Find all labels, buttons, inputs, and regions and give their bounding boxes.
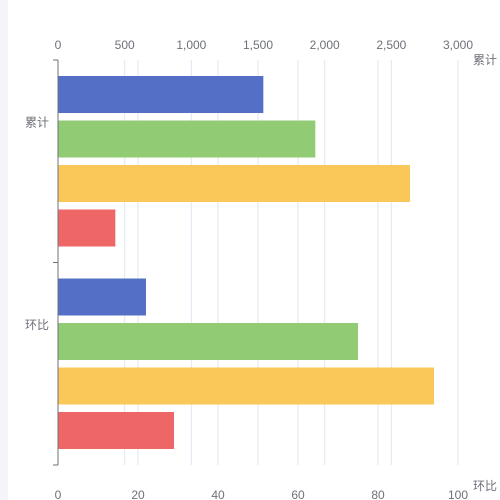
- top-axis-tick-labels: 0 500 1,000 1,500 2,000 2,500 3,000: [55, 38, 474, 52]
- bar: [58, 209, 116, 247]
- chart-panel: 0 500 1,000 1,500 2,000 2,500 3,000 0 20 40 60 80 1…: [8, 0, 500, 500]
- axes: [53, 59, 59, 466]
- top-axis-tick-label: 2,500: [376, 38, 406, 52]
- bottom-axis-tick-label: 80: [371, 488, 385, 500]
- bottom-axis-name: 环比: [473, 479, 497, 493]
- bar: [58, 120, 316, 158]
- bottom-axis-tick-label: 100: [448, 488, 468, 500]
- bar: [58, 367, 434, 405]
- bar: [58, 278, 146, 316]
- top-axis-tick-label: 3,000: [443, 38, 473, 52]
- bar: [58, 412, 174, 449]
- bar: [58, 76, 264, 113]
- top-axis-tick-label: 500: [115, 38, 135, 52]
- bottom-axis-tick-label: 60: [291, 488, 305, 500]
- bar-chart: 0 500 1,000 1,500 2,000 2,500 3,000 0 20 40 60 80 1…: [25, 38, 497, 500]
- bar: [58, 165, 410, 202]
- top-axis-name: 累计: [473, 53, 497, 67]
- bottom-axis-tick-labels: 0 20 40 60 80 100: [55, 488, 469, 500]
- bar: [58, 323, 358, 360]
- top-axis-tick-label: 1,000: [176, 38, 206, 52]
- bottom-axis-tick-label: 20: [131, 488, 145, 500]
- bars: [58, 76, 434, 449]
- category-label: 累计: [25, 115, 49, 129]
- bottom-axis-tick-label: 0: [55, 488, 62, 500]
- top-axis-tick-label: 1,500: [243, 38, 273, 52]
- top-axis-tick-label: 2,000: [310, 38, 340, 52]
- category-label: 环比: [25, 318, 49, 332]
- top-axis-tick-label: 0: [55, 38, 62, 52]
- bottom-axis-tick-label: 40: [211, 488, 225, 500]
